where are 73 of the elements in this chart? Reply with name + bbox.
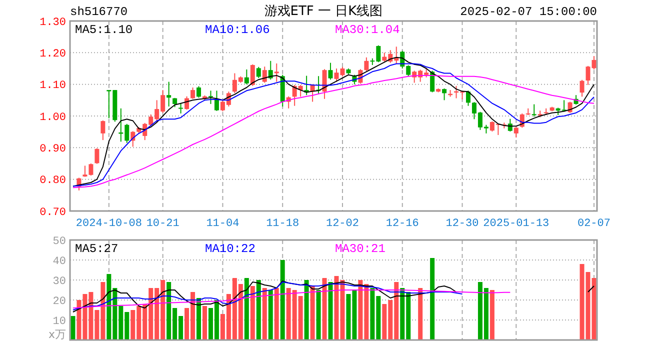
candlestick: [442, 88, 447, 101]
y-tick-label: 40: [52, 256, 66, 268]
x-tick-label: 02-07: [578, 218, 611, 230]
bar: [310, 286, 315, 340]
y-axis-title: x万: [48, 328, 66, 341]
x-tick-label: 2025-01-13: [483, 218, 550, 230]
bar: [280, 260, 285, 340]
bar: [268, 290, 273, 340]
candlestick: [166, 81, 172, 107]
bar: [274, 288, 279, 340]
candlestick: [580, 79, 584, 98]
y-tick-label: 1.20: [40, 48, 66, 61]
bar: [244, 278, 249, 340]
bar: [256, 280, 261, 340]
candlestick: [244, 68, 249, 85]
bar: [418, 288, 423, 340]
candlestick: [274, 62, 279, 82]
bar: [250, 286, 255, 340]
bar: [328, 282, 333, 340]
y-tick-label: 20: [52, 296, 66, 308]
text: MA10:1.06: [205, 23, 270, 37]
x-tick-label: 11-04: [206, 218, 240, 230]
line-series: [72, 282, 463, 310]
x-tick-label: 11-18: [266, 218, 300, 230]
bar: [322, 278, 327, 340]
bar: [262, 288, 267, 340]
bar: [490, 290, 494, 340]
candlestick: [466, 90, 470, 106]
y-tick-label: 10: [52, 316, 66, 328]
candlestick: [208, 90, 213, 104]
candlestick: [214, 90, 219, 112]
text: MA30:1.04: [335, 23, 400, 37]
x-tick-label: 12-16: [386, 218, 419, 230]
x-tick-label: 12-30: [446, 218, 479, 230]
y-tick-label: 0.70: [40, 206, 66, 219]
candlestick: [268, 60, 273, 80]
candlestick: [94, 148, 100, 164]
candlestick: [172, 97, 178, 108]
bar: [196, 298, 202, 340]
y-tick-label: 0.80: [40, 175, 66, 188]
candlestick: [328, 62, 333, 80]
x-tick-label: 12-02: [326, 218, 359, 230]
chart-subtitle: sh516770: [70, 5, 128, 19]
candlestick: [514, 126, 518, 138]
text: MA30:21: [335, 242, 386, 256]
y-tick-label: 50: [52, 236, 66, 248]
candlestick: [196, 86, 202, 98]
bar: [316, 290, 321, 340]
candlestick: [364, 56, 369, 72]
text: MA10:22: [205, 242, 256, 256]
text: 2025-02-07 15:00:00: [460, 5, 597, 19]
candlestick: [532, 104, 536, 118]
candlestick: [256, 66, 261, 78]
bar: [304, 280, 309, 340]
y-tick-label: 0.90: [40, 144, 66, 156]
y-tick-label: 30: [52, 276, 66, 288]
line-series: [72, 290, 511, 308]
bar: [202, 306, 207, 340]
candlestick: [322, 68, 327, 100]
candlestick: [250, 64, 255, 86]
y-tick-label: 1.30: [40, 16, 66, 29]
x-tick-label: 2024-10-08: [76, 218, 142, 230]
x-tick-label: 10-21: [146, 218, 180, 230]
text: MA5:27: [75, 242, 118, 256]
candlestick: [100, 120, 106, 141]
y-tick-label: 1.10: [40, 80, 66, 92]
y-tick-label: 1.00: [40, 112, 66, 124]
chart-title: 游戏ETF 一 日K线图: [264, 4, 383, 19]
candlestick: [178, 102, 184, 114]
candlestick: [190, 87, 196, 100]
bar: [430, 258, 435, 340]
candlestick: [262, 66, 267, 84]
text: MA5:1.10: [75, 23, 133, 37]
